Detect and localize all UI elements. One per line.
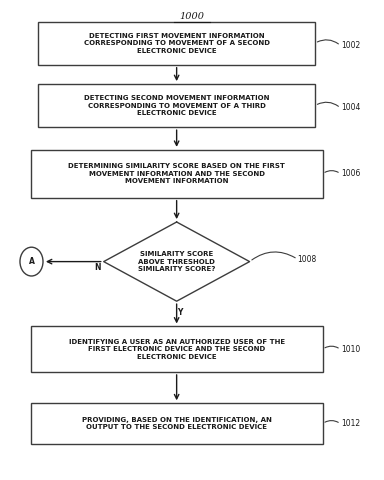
Text: 1010: 1010 [341, 345, 360, 354]
FancyBboxPatch shape [31, 403, 323, 444]
FancyBboxPatch shape [38, 84, 315, 127]
Text: 1008: 1008 [298, 255, 317, 264]
Text: 1002: 1002 [341, 41, 360, 50]
Text: Y: Y [177, 309, 182, 317]
Text: IDENTIFYING A USER AS AN AUTHORIZED USER OF THE
FIRST ELECTRONIC DEVICE AND THE : IDENTIFYING A USER AS AN AUTHORIZED USER… [69, 339, 285, 360]
Polygon shape [104, 222, 250, 301]
Text: SIMILARITY SCORE
ABOVE THRESHOLD
SIMILARITY SCORE?: SIMILARITY SCORE ABOVE THRESHOLD SIMILAR… [138, 251, 215, 272]
Text: 1012: 1012 [341, 420, 360, 428]
Text: 1004: 1004 [341, 104, 360, 112]
Text: DETECTING FIRST MOVEMENT INFORMATION
CORRESPONDING TO MOVEMENT OF A SECOND
ELECT: DETECTING FIRST MOVEMENT INFORMATION COR… [84, 33, 270, 54]
FancyBboxPatch shape [31, 326, 323, 372]
Circle shape [20, 247, 43, 276]
FancyBboxPatch shape [31, 150, 323, 198]
Text: N: N [95, 264, 101, 272]
Text: 1000: 1000 [179, 12, 205, 21]
Text: A: A [28, 257, 35, 266]
Text: PROVIDING, BASED ON THE IDENTIFICATION, AN
OUTPUT TO THE SECOND ELECTRONIC DEVIC: PROVIDING, BASED ON THE IDENTIFICATION, … [82, 417, 271, 431]
Text: 1006: 1006 [341, 169, 360, 178]
FancyBboxPatch shape [38, 22, 315, 65]
Text: DETECTING SECOND MOVEMENT INFORMATION
CORRESPONDING TO MOVEMENT OF A THIRD
ELECT: DETECTING SECOND MOVEMENT INFORMATION CO… [84, 95, 270, 116]
Text: DETERMINING SIMILARITY SCORE BASED ON THE FIRST
MOVEMENT INFORMATION AND THE SEC: DETERMINING SIMILARITY SCORE BASED ON TH… [68, 163, 285, 184]
